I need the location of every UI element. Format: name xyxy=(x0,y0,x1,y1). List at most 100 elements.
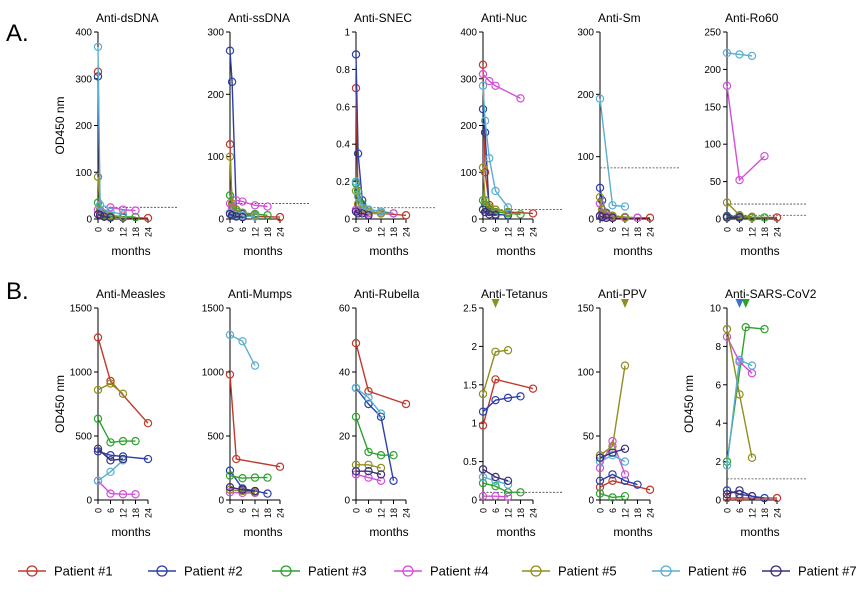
x-tick-label: 0 xyxy=(479,227,489,232)
series-line xyxy=(482,349,509,395)
y-tick-label: 50 xyxy=(583,432,595,443)
data-point xyxy=(620,212,630,222)
x-tick-label: 0 xyxy=(94,227,104,232)
y-tick-label: 0 xyxy=(218,496,224,507)
chart-title: Anti-Rubella xyxy=(354,287,420,301)
data-point xyxy=(106,451,115,460)
y-tick-label: 2.5 xyxy=(463,304,477,315)
legend-label: Patient #5 xyxy=(558,564,617,579)
data-point xyxy=(485,154,494,163)
data-point xyxy=(389,476,398,485)
x-tick-label: 6 xyxy=(735,227,745,232)
data-point xyxy=(595,451,605,460)
data-point xyxy=(225,46,235,55)
x-tick-label: 0 xyxy=(596,508,606,513)
data-point xyxy=(491,481,500,491)
data-point xyxy=(478,478,488,488)
data-point xyxy=(595,94,605,103)
data-point xyxy=(478,407,488,416)
data-point xyxy=(747,51,757,61)
data-point xyxy=(238,337,247,346)
data-point xyxy=(351,186,361,196)
y-tick-label: 200 xyxy=(207,90,224,101)
y-tick-label: 400 xyxy=(460,28,477,39)
data-point xyxy=(106,376,115,386)
data-point xyxy=(232,454,241,464)
y-tick-label: 300 xyxy=(207,28,224,39)
x-axis-label: months xyxy=(740,244,779,258)
data-point xyxy=(722,213,732,222)
data-point xyxy=(250,486,260,496)
x-tick-label: 24 xyxy=(646,227,656,237)
series-patient-6 xyxy=(351,177,386,216)
x-tick-label: 6 xyxy=(608,508,618,513)
data-point xyxy=(516,488,525,497)
data-point xyxy=(238,212,247,222)
series-patient-5 xyxy=(478,346,513,399)
series-patient-7 xyxy=(722,486,757,501)
series-patient-7 xyxy=(478,205,500,220)
chart-title: Anti-dsDNA xyxy=(96,11,159,25)
data-point xyxy=(528,209,538,218)
data-point xyxy=(225,483,235,492)
series-patient-1 xyxy=(478,375,538,430)
series-line xyxy=(726,489,753,497)
y-tick-label: 1500 xyxy=(70,304,93,315)
y-tick-label: 1.5 xyxy=(463,380,477,391)
legend-item-patient-6: Patient #6 xyxy=(652,564,747,579)
x-axis-label: months xyxy=(496,525,535,539)
data-point xyxy=(227,199,237,208)
series-line xyxy=(229,50,256,217)
data-point xyxy=(747,491,757,501)
series-patient-4 xyxy=(478,69,525,103)
series-line xyxy=(97,459,124,482)
chart-title: Anti-SARS-CoV2 xyxy=(725,287,817,301)
y-tick-label: 40 xyxy=(339,368,351,379)
x-tick-label: 0 xyxy=(596,227,606,232)
data-point xyxy=(225,485,235,494)
data-point xyxy=(106,489,115,498)
data-point xyxy=(741,323,750,332)
y-tick-label: 300 xyxy=(577,28,594,39)
y-tick-label: 150 xyxy=(577,304,594,315)
y-tick-label: 50 xyxy=(710,177,722,188)
series-line xyxy=(97,46,124,215)
data-point xyxy=(131,490,140,499)
x-axis-label: months xyxy=(613,525,652,539)
y-tick-label: 100 xyxy=(460,168,477,179)
arrow-marker xyxy=(741,299,750,308)
data-point xyxy=(376,470,386,479)
series-patient-5 xyxy=(595,361,630,460)
series-patient-5 xyxy=(722,198,757,221)
y-tick-label: 0 xyxy=(471,496,477,507)
data-point xyxy=(491,395,500,405)
series-line xyxy=(726,358,753,466)
x-tick-label: 18 xyxy=(516,508,526,518)
data-point xyxy=(364,460,373,469)
x-tick-label: 6 xyxy=(238,508,248,513)
data-point xyxy=(238,485,247,494)
data-point xyxy=(503,476,513,485)
x-tick-label: 12 xyxy=(748,227,758,237)
data-point xyxy=(608,476,617,485)
data-point xyxy=(351,383,361,393)
x-tick-label: 6 xyxy=(608,227,618,232)
y-tick-label: 100 xyxy=(577,368,594,379)
data-point xyxy=(376,476,386,485)
data-point xyxy=(602,213,611,222)
data-point xyxy=(608,470,617,479)
x-axis-label: months xyxy=(111,525,150,539)
series-patient-2 xyxy=(595,470,642,489)
x-tick-label: 12 xyxy=(748,508,758,518)
series-patient-6 xyxy=(595,451,630,466)
data-point xyxy=(93,444,103,453)
x-axis-label: months xyxy=(243,525,282,539)
panel-label-b: B. xyxy=(6,278,29,305)
y-tick-label: 2 xyxy=(715,457,721,468)
data-point xyxy=(595,192,605,202)
